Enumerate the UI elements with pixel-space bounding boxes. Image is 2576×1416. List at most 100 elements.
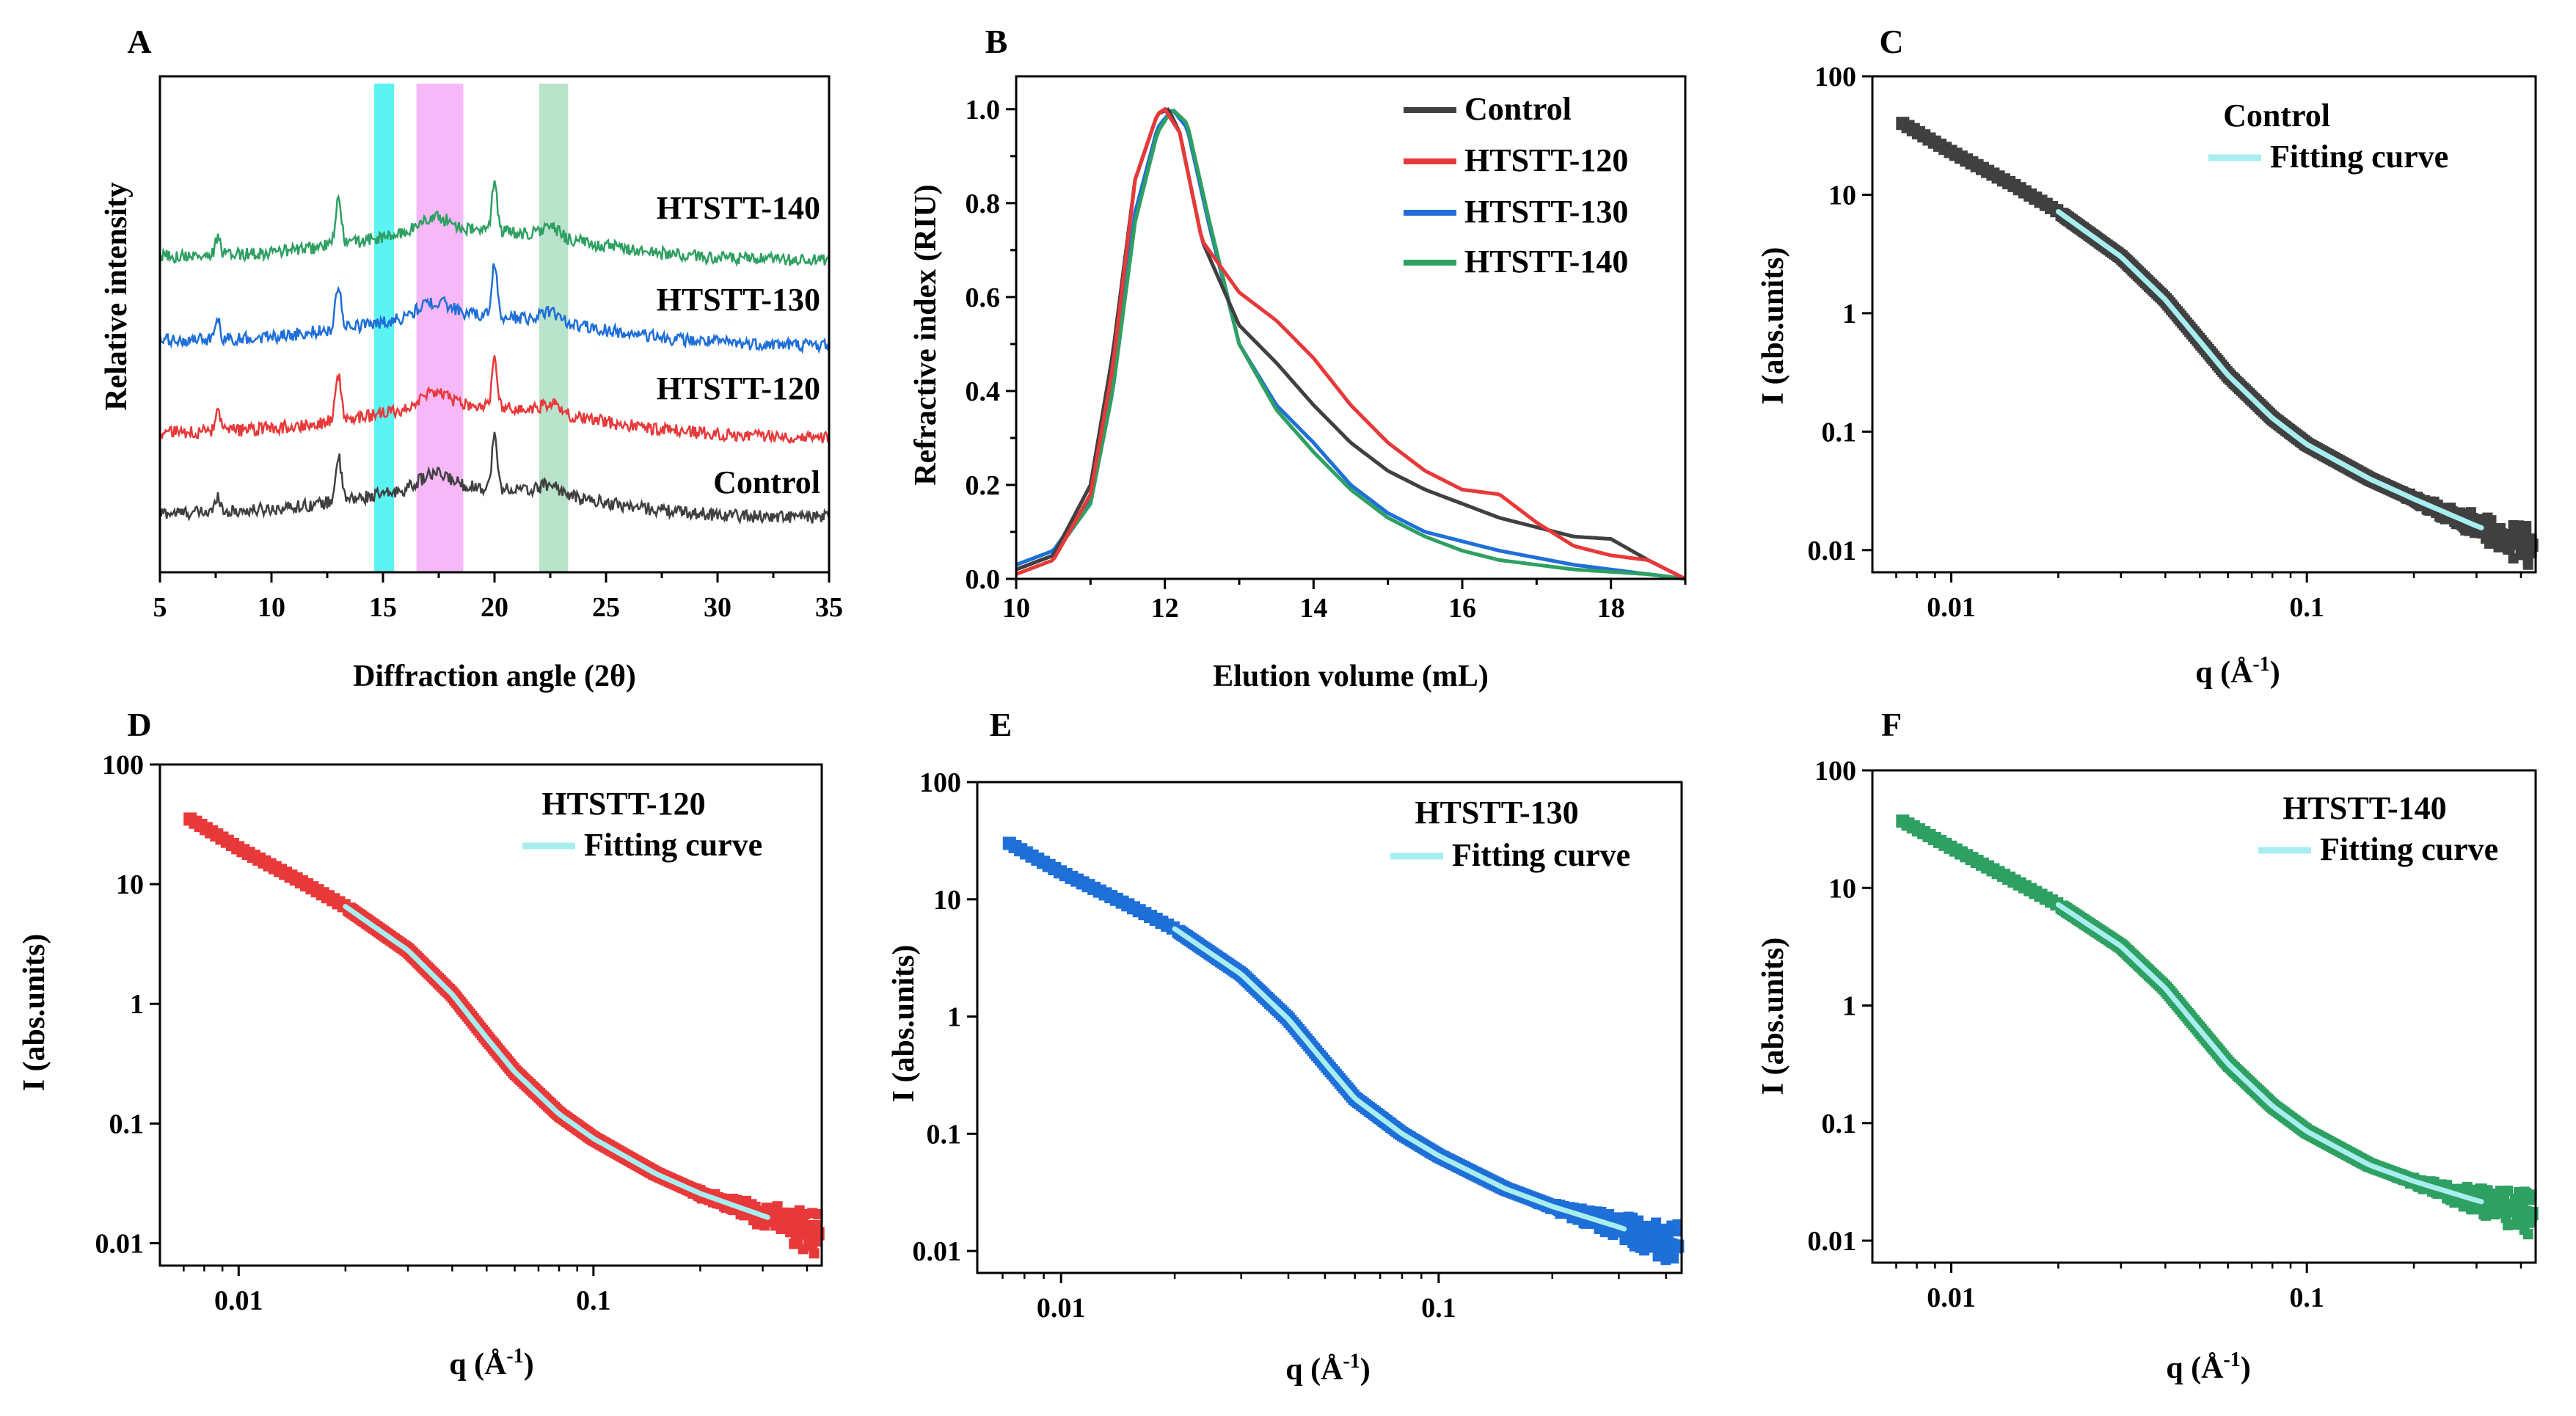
panel-frame (158, 763, 823, 1267)
y-tick-label: 0.01 (95, 1228, 145, 1259)
series-label-htstt-120: HTSTT-120 (657, 371, 820, 406)
panel-frame (1871, 769, 2537, 1264)
fitting-curve (2055, 209, 2484, 530)
y-tick-label: 100 (102, 750, 144, 781)
x-tick-label: 18 (1597, 593, 1625, 624)
data-point (812, 1227, 823, 1238)
y-tick-label: 0.01 (1808, 1226, 1857, 1257)
x-axis-label: q (Å-1) (2195, 653, 2280, 690)
x-axis-label-sup: -1 (1343, 1350, 1360, 1373)
x-axis-label-sup: -1 (506, 1345, 523, 1368)
x-tick-label: 25 (592, 592, 620, 623)
panel-a-frame (158, 75, 831, 574)
data-point (1668, 1253, 1679, 1264)
y-tick-label: 100 (919, 767, 961, 798)
series-label-htstt-130: HTSTT-130 (657, 282, 820, 318)
series-line-htstt-120 (159, 355, 830, 444)
x-tick-label: 0.01 (1927, 592, 1976, 623)
x-axis-label-sup: -1 (2223, 1349, 2240, 1371)
data-point (812, 1208, 823, 1219)
legend-label-fitting-curve: Fitting curve (2320, 831, 2498, 867)
x-tick-label: 0.01 (214, 1285, 263, 1316)
data-point (2522, 1229, 2533, 1240)
x-axis-label-end: ) (2241, 1351, 2251, 1385)
legend-label-htstt-140: HTSTT-140 (1464, 244, 1628, 280)
y-axis-label: I (abs.units) (1756, 247, 1790, 405)
y-axis-label: I (abs.units) (1756, 938, 1790, 1095)
fitting-curve (1172, 926, 1627, 1232)
x-tick-label: 0.1 (1421, 1293, 1456, 1324)
x-tick-label: 14 (1299, 593, 1327, 624)
data-point (809, 1248, 820, 1259)
x-tick-label: 0.01 (1037, 1293, 1086, 1324)
legend-label-htstt-130: HTSTT-130 (1464, 194, 1628, 230)
y-axis-label: I (abs.units) (887, 945, 921, 1103)
x-axis-label-main: q (Å (2195, 656, 2253, 690)
panel-frame (976, 781, 1683, 1274)
series-label-htstt-140: HTSTT-140 (657, 190, 820, 226)
y-tick-label: 1 (130, 989, 144, 1020)
panel-b-frame (1015, 75, 1687, 580)
data-point (2521, 521, 2532, 532)
x-axis-label-main: q (Å (1285, 1353, 1343, 1387)
x-tick-label: 35 (815, 592, 843, 623)
legend-label-fitting-curve: Fitting curve (1452, 837, 1630, 873)
x-axis-label: q (Å-1) (1285, 1350, 1371, 1387)
y-tick-label: 1 (947, 1002, 961, 1033)
y-tick-label: 0.1 (1822, 1109, 1857, 1139)
y-tick-label: 100 (1814, 756, 1856, 787)
panel-letter: C (1879, 23, 1903, 60)
data-point (2526, 1189, 2537, 1200)
panel-title: HTSTT-140 (2283, 790, 2446, 826)
x-axis-label-sup: -1 (2252, 653, 2269, 676)
data-point (2486, 515, 2497, 526)
x-tick-label: 0.1 (2289, 1282, 2324, 1313)
x-tick-label: 0.01 (1927, 1282, 1976, 1313)
y-tick-label: 1 (1842, 299, 1856, 329)
x-axis-label: Diffraction angle (2θ) (353, 660, 636, 693)
panel-f: F 0.01 0.1 0.01 0.1 1 10 100 q (Å-1) I (abs.units… (1756, 706, 2539, 1385)
panel-letter: F (1881, 706, 1902, 743)
y-tick-label: 0.1 (1822, 417, 1857, 448)
y-tick-label: 0.6 (966, 282, 1001, 313)
y-tick-label: 10 (933, 885, 961, 916)
x-axis-label-end: ) (2270, 656, 2280, 690)
x-axis-label-end: ) (1360, 1353, 1371, 1387)
y-tick-label: 1 (1842, 991, 1856, 1022)
fitting-curve (2055, 902, 2484, 1205)
panel-title: HTSTT-130 (1415, 795, 1578, 831)
y-tick-label: 0.1 (927, 1119, 962, 1150)
x-tick-label: 10 (1002, 593, 1030, 624)
x-tick-label: 30 (704, 592, 731, 623)
x-tick-label: 0.1 (576, 1285, 611, 1316)
highlight-band-pink (416, 84, 464, 572)
x-tick-label: 12 (1151, 593, 1179, 624)
series-line-htstt-140 (1015, 108, 1686, 581)
panel-title: Control (2223, 98, 2330, 134)
data-point (2526, 547, 2537, 558)
y-tick-label: 0.4 (966, 376, 1001, 407)
series-line-htstt-120 (1015, 106, 1687, 581)
highlight-band-green (539, 84, 569, 572)
panel-a-letter: A (127, 23, 151, 60)
highlight-band-cyan (373, 84, 395, 572)
data-point (2526, 1211, 2537, 1222)
legend-label-fitting-curve: Fitting curve (584, 827, 762, 863)
y-axis-label: Relative intensity (100, 182, 134, 410)
series-line-control (158, 431, 831, 525)
x-tick-label: 16 (1448, 593, 1476, 624)
legend-label-control: Control (1464, 91, 1572, 127)
data-point (2503, 1185, 2514, 1196)
panel-letter: E (990, 706, 1012, 743)
y-tick-label: 0.1 (109, 1109, 145, 1139)
legend-label-htstt-120: HTSTT-120 (1464, 142, 1628, 178)
y-tick-label: 1.0 (966, 95, 1001, 125)
x-tick-label: 20 (481, 592, 508, 623)
series-label-control: Control (713, 464, 820, 500)
panel-e: E 0.01 0.1 0.01 0.1 1 10 100 q (Å-1) I (abs.units… (887, 706, 1685, 1387)
data-point (2526, 533, 2537, 544)
y-tick-label: 10 (1828, 180, 1856, 211)
x-tick-label: 15 (369, 592, 397, 623)
y-tick-label: 0.8 (966, 189, 1001, 219)
legend-label-fitting-curve: Fitting curve (2270, 139, 2448, 175)
